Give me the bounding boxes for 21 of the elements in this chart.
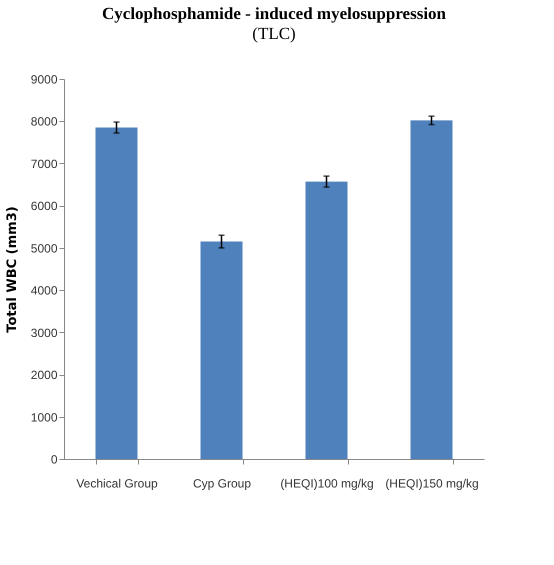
chart-title: Cyclophosphamide - induced myelosuppression: [102, 4, 447, 23]
x-tick-label: (HEQI)150 mg/kg: [385, 476, 479, 490]
bar: [96, 128, 138, 459]
y-axis-title: Total WBC (mm3): [4, 206, 20, 333]
y-tick-label: 4000: [30, 284, 58, 298]
x-tick-label: Vechical Group: [76, 476, 158, 490]
y-tick-label: 8000: [30, 114, 58, 129]
y-tick-label: 3000: [30, 326, 58, 340]
chart-subtitle: (TLC): [252, 24, 296, 43]
y-tick-label: 7000: [30, 156, 58, 171]
bar: [200, 242, 242, 459]
y-tick-label: 9000: [30, 72, 58, 86]
y-tick-label: 1000: [30, 410, 58, 424]
bar: [306, 182, 348, 459]
x-tick-label: Cyp Group: [192, 476, 252, 490]
y-tick-label: 5000: [30, 241, 58, 256]
y-tick-label: 2000: [30, 368, 58, 382]
y-tick-label: 0: [50, 452, 58, 466]
x-tick-label: (HEQI)100 mg/kg: [280, 476, 374, 490]
bar: [410, 120, 452, 459]
y-tick-label: 6000: [30, 199, 58, 214]
